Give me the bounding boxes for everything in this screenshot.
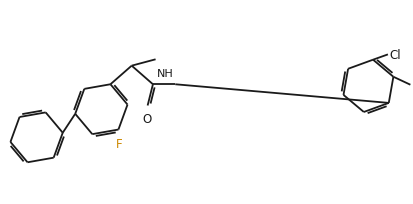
- Text: F: F: [116, 137, 122, 150]
- Text: NH: NH: [157, 69, 173, 79]
- Text: Cl: Cl: [389, 49, 401, 62]
- Text: O: O: [142, 113, 151, 126]
